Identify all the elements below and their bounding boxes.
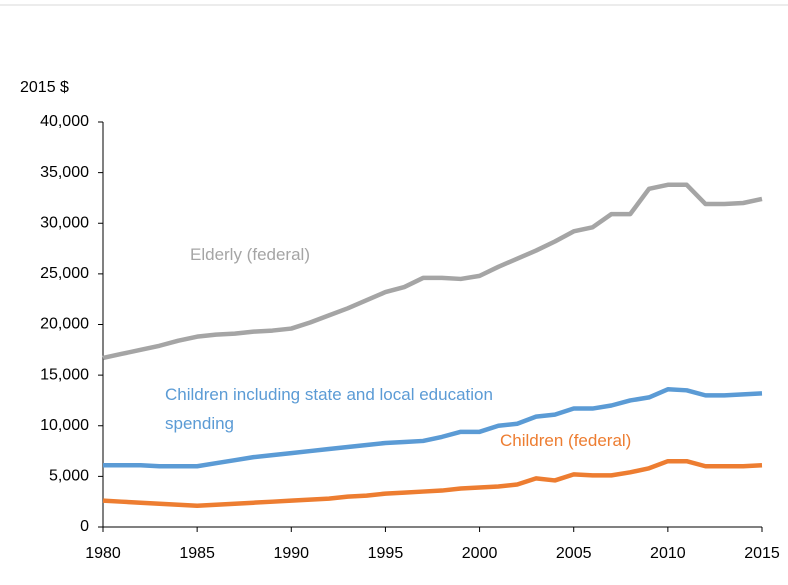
y-tick-label: 40,000 bbox=[40, 113, 89, 130]
x-tick-label: 2015 bbox=[744, 545, 780, 562]
series-line bbox=[103, 387, 763, 469]
y-tick-label: 10,000 bbox=[40, 417, 89, 434]
series-label: Children (federal) bbox=[500, 431, 632, 450]
y-tick-label: 25,000 bbox=[40, 265, 89, 282]
y-tick-label: 30,000 bbox=[40, 214, 89, 231]
series-label: Children including state and local educa… bbox=[165, 385, 493, 433]
y-tick-label: 35,000 bbox=[40, 164, 89, 181]
y-tick-label: 0 bbox=[80, 518, 89, 535]
series-label: Elderly (federal) bbox=[190, 245, 310, 264]
series-line bbox=[102, 458, 763, 508]
x-tick-label: 2005 bbox=[556, 545, 592, 562]
x-tick-label: 1985 bbox=[179, 545, 215, 562]
x-tick-label: 1980 bbox=[85, 545, 121, 562]
y-axis-label: 2015 $ bbox=[20, 79, 69, 96]
x-tick-label: 1995 bbox=[368, 545, 404, 562]
y-tick-label: 5,000 bbox=[49, 468, 89, 485]
y-tick-label: 15,000 bbox=[40, 366, 89, 383]
x-tick-label: 1990 bbox=[273, 545, 309, 562]
series-line bbox=[102, 182, 763, 361]
x-tick-label: 2010 bbox=[650, 545, 686, 562]
y-tick-label: 20,000 bbox=[40, 316, 89, 333]
x-tick-label: 2000 bbox=[462, 545, 498, 562]
